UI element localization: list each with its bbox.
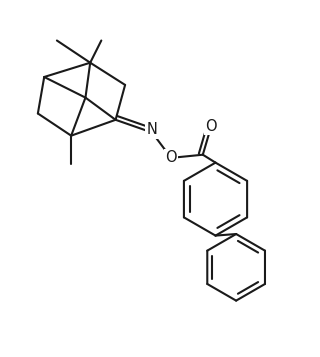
Text: O: O [165,150,177,165]
Text: O: O [205,119,217,134]
Text: N: N [147,122,157,137]
